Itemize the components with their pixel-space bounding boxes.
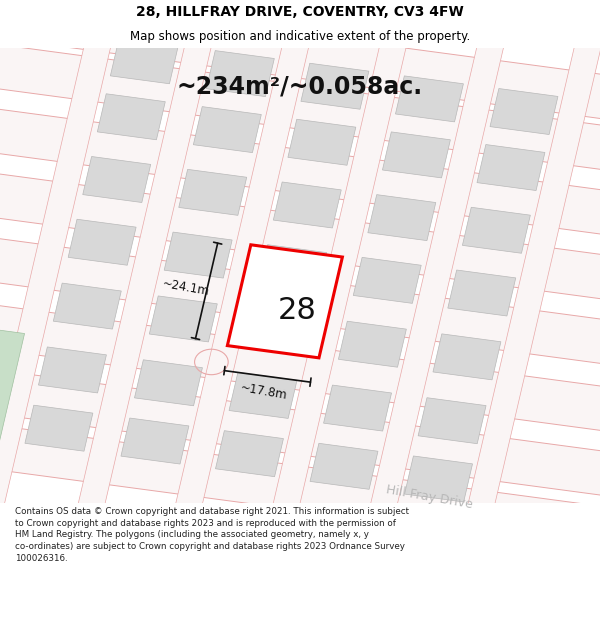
Polygon shape (97, 94, 165, 140)
Polygon shape (0, 281, 600, 450)
Polygon shape (310, 443, 378, 489)
Polygon shape (0, 216, 600, 385)
Polygon shape (38, 347, 106, 393)
Polygon shape (83, 156, 151, 202)
Polygon shape (193, 107, 262, 152)
Polygon shape (337, 0, 529, 625)
Text: Map shows position and indicative extent of the property.: Map shows position and indicative extent… (130, 29, 470, 42)
Polygon shape (244, 309, 312, 354)
Polygon shape (404, 456, 473, 502)
Polygon shape (148, 0, 340, 625)
Polygon shape (53, 0, 245, 616)
Polygon shape (0, 0, 148, 602)
Polygon shape (0, 0, 600, 148)
Polygon shape (134, 360, 202, 406)
Polygon shape (418, 398, 486, 444)
Polygon shape (0, 28, 600, 197)
Polygon shape (110, 38, 178, 84)
Polygon shape (353, 258, 421, 303)
Polygon shape (382, 132, 451, 178)
Polygon shape (0, 343, 600, 512)
Polygon shape (338, 321, 406, 368)
Polygon shape (179, 169, 247, 216)
Polygon shape (288, 119, 356, 165)
Polygon shape (0, 90, 600, 259)
Polygon shape (431, 0, 600, 625)
Polygon shape (227, 245, 343, 358)
Polygon shape (463, 208, 530, 253)
Polygon shape (0, 324, 25, 448)
Polygon shape (433, 334, 501, 380)
Polygon shape (323, 385, 392, 431)
Polygon shape (368, 194, 436, 241)
Polygon shape (448, 270, 516, 316)
Polygon shape (301, 63, 369, 109)
Text: Hill Fray Drive: Hill Fray Drive (385, 483, 473, 511)
Polygon shape (477, 144, 545, 191)
Polygon shape (229, 372, 297, 418)
Polygon shape (395, 76, 463, 122)
Text: ~17.8m: ~17.8m (239, 381, 289, 402)
Polygon shape (242, 0, 435, 625)
Polygon shape (121, 418, 189, 464)
Text: Contains OS data © Crown copyright and database right 2021. This information is : Contains OS data © Crown copyright and d… (15, 507, 409, 563)
Polygon shape (53, 283, 121, 329)
Polygon shape (25, 405, 93, 451)
Polygon shape (259, 245, 326, 291)
Text: ~24.1m: ~24.1m (161, 278, 211, 299)
Polygon shape (274, 182, 341, 228)
Polygon shape (164, 232, 232, 278)
Text: ~234m²/~0.058ac.: ~234m²/~0.058ac. (177, 75, 423, 99)
Polygon shape (490, 89, 558, 134)
Polygon shape (68, 219, 136, 265)
Text: 28, HILLFRAY DRIVE, COVENTRY, CV3 4FW: 28, HILLFRAY DRIVE, COVENTRY, CV3 4FW (136, 5, 464, 19)
Text: 28: 28 (277, 296, 316, 325)
Polygon shape (206, 51, 274, 97)
Polygon shape (215, 431, 283, 477)
Polygon shape (0, 397, 600, 566)
Polygon shape (149, 296, 217, 342)
Polygon shape (0, 153, 600, 322)
